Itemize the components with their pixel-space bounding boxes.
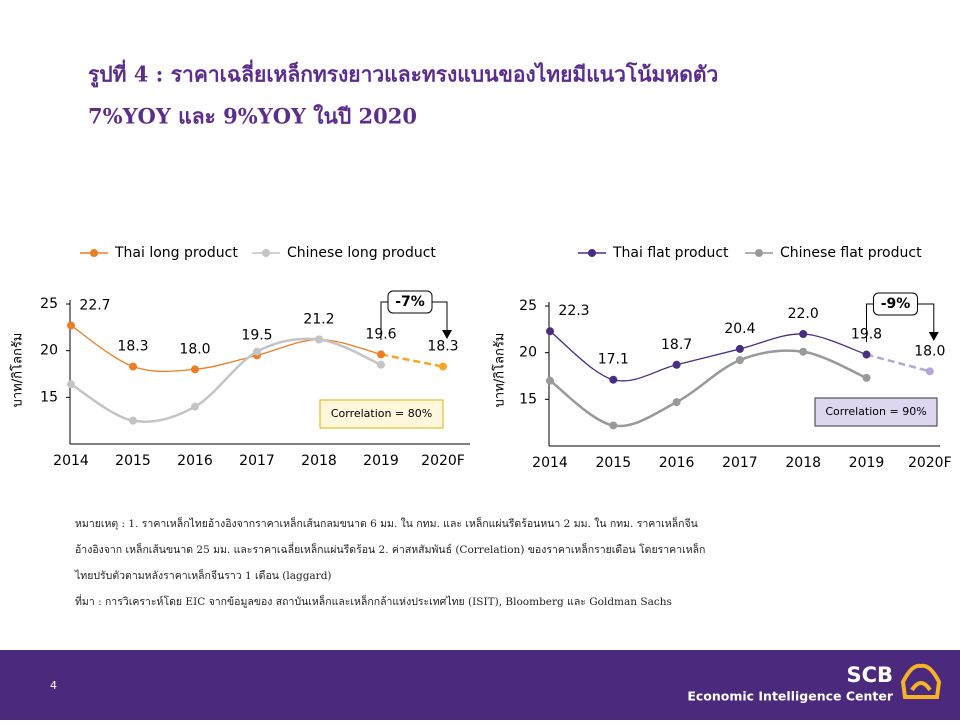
data-label: 22.3 bbox=[558, 303, 589, 319]
x-tick-label: 2015 bbox=[115, 453, 151, 469]
x-tick-label: 2018 bbox=[301, 453, 337, 469]
y-axis-label: บาท/กิโลกรัม bbox=[10, 333, 26, 408]
y-axis-label: บาท/กิโลกรัม bbox=[492, 333, 508, 408]
title: 7%YOY และ 9%YOY ในปี 2020 bbox=[88, 104, 417, 129]
data-point bbox=[799, 330, 808, 338]
data-point bbox=[735, 344, 744, 353]
data-point bbox=[609, 421, 618, 430]
data-label: 18.0 bbox=[179, 341, 210, 357]
data-label: 18.7 bbox=[661, 337, 692, 353]
y-tick-label: 25 bbox=[40, 296, 58, 312]
data-point bbox=[67, 321, 75, 330]
x-tick-label: 2017 bbox=[722, 455, 758, 471]
data-point bbox=[672, 398, 681, 407]
x-tick-label: 2016 bbox=[177, 453, 213, 469]
series-line bbox=[549, 349, 867, 428]
data-point bbox=[67, 380, 75, 389]
data-point bbox=[191, 365, 199, 374]
annotation-bracket bbox=[380, 301, 448, 340]
note: ที่มา : การวิเคราะห์โดย EIC จากข้อมูลของ… bbox=[75, 594, 672, 608]
data-point bbox=[253, 347, 261, 356]
x-tick-label: 2014 bbox=[532, 455, 568, 471]
data-label: 17.1 bbox=[598, 352, 629, 368]
note: หมายเหตุ : 1. ราคาเหล็กไทยอ้างอิงจากราคา… bbox=[75, 516, 698, 530]
legend-label: Chinese long product bbox=[287, 245, 436, 261]
data-label: 19.5 bbox=[241, 327, 272, 343]
footer-band bbox=[0, 650, 960, 720]
logo-icon bbox=[900, 663, 942, 699]
note: อ้างอิงจาก เหล็กเส้นขนาด 25 มม. และราคาเ… bbox=[75, 542, 705, 556]
data-point bbox=[129, 362, 137, 371]
series-line bbox=[70, 337, 382, 423]
data-label: 21.2 bbox=[303, 311, 334, 327]
legend-label: Chinese flat product bbox=[780, 245, 922, 261]
y-tick-label: 25 bbox=[519, 298, 537, 314]
data-point bbox=[925, 367, 934, 376]
correlation-box bbox=[814, 397, 938, 427]
annotation-box bbox=[387, 290, 433, 314]
data-point bbox=[799, 347, 808, 356]
correlation-box bbox=[319, 399, 444, 429]
annotation-arrow bbox=[928, 332, 939, 341]
data-point bbox=[129, 416, 137, 425]
data-point bbox=[546, 376, 554, 385]
correlation-label: Correlation = 80% bbox=[331, 407, 432, 420]
data-point bbox=[672, 360, 681, 369]
annotation-arrow bbox=[442, 330, 452, 339]
data-label: 20.4 bbox=[724, 321, 755, 337]
y-tick-label: 20 bbox=[40, 343, 58, 359]
data-point bbox=[862, 350, 871, 359]
x-tick-label: 2017 bbox=[239, 453, 275, 469]
data-label: 18.0 bbox=[914, 343, 945, 359]
legend-marker bbox=[588, 249, 596, 257]
data-point bbox=[315, 335, 323, 344]
legend-marker bbox=[755, 249, 763, 257]
logo-subtitle: Economic Intelligence Center bbox=[687, 689, 894, 704]
y-tick-label: 15 bbox=[40, 389, 58, 405]
x-tick-label: 2016 bbox=[659, 455, 695, 471]
data-point bbox=[377, 350, 385, 359]
data-label: 18.3 bbox=[427, 339, 458, 355]
data-label: 22.0 bbox=[788, 306, 819, 322]
data-point bbox=[191, 402, 199, 411]
data-point bbox=[609, 375, 618, 384]
legend-marker bbox=[262, 249, 270, 257]
x-tick-label: 2014 bbox=[53, 453, 89, 469]
x-tick-label: 2020F bbox=[421, 453, 465, 469]
data-point bbox=[377, 360, 385, 369]
data-label: 18.3 bbox=[117, 339, 148, 355]
annotation: -7% bbox=[395, 294, 425, 310]
legend-label: Thai long product bbox=[114, 245, 238, 261]
annotation: -9% bbox=[881, 296, 911, 312]
legend-label: Thai flat product bbox=[612, 245, 729, 261]
x-tick-label: 2018 bbox=[785, 455, 821, 471]
annotation-bracket bbox=[866, 303, 935, 342]
data-point bbox=[862, 373, 871, 382]
page-number: 4 bbox=[50, 679, 57, 692]
x-tick-label: 2015 bbox=[595, 455, 631, 471]
data-point bbox=[439, 362, 447, 371]
logo: SCB bbox=[846, 663, 893, 687]
correlation-label: Correlation = 90% bbox=[825, 405, 926, 418]
data-label: 22.7 bbox=[79, 297, 110, 313]
y-tick-label: 15 bbox=[519, 391, 537, 407]
note: ไทยปรับตัวตามหลังราคาเหล็กจีนราว 1 เดือน… bbox=[74, 568, 332, 582]
data-point bbox=[546, 327, 554, 336]
y-tick-label: 20 bbox=[519, 345, 537, 361]
title: รูปที่ 4 : ราคาเฉลี่ยเหล็กทรงยาวและทรงแบ… bbox=[88, 59, 718, 89]
annotation-box bbox=[873, 292, 918, 316]
forecast-line bbox=[380, 353, 444, 368]
x-tick-label: 2019 bbox=[849, 455, 885, 471]
x-tick-label: 2019 bbox=[363, 453, 399, 469]
legend-marker bbox=[90, 249, 98, 257]
series-line bbox=[549, 330, 867, 382]
x-tick-label: 2020F bbox=[908, 455, 952, 471]
data-point bbox=[735, 356, 744, 365]
